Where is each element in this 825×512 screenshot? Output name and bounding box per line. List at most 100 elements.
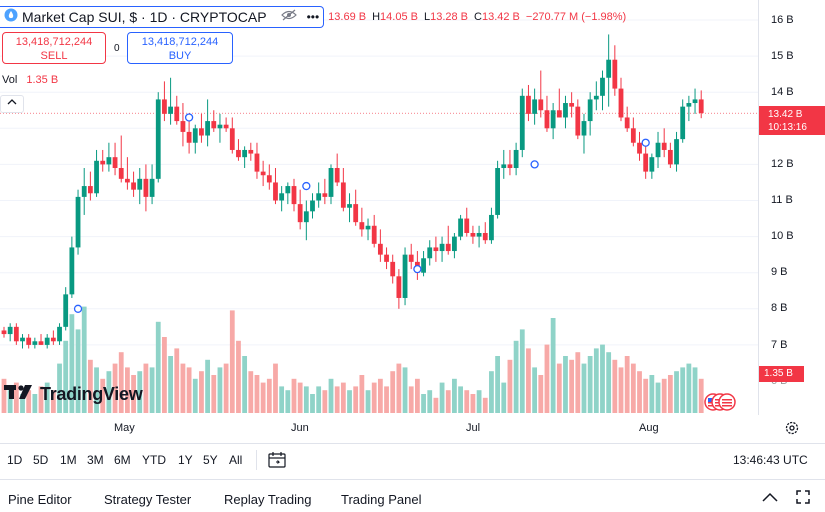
range-ytd[interactable]: YTD [142, 453, 166, 467]
volume-bar [618, 367, 624, 413]
time-axis[interactable]: May Jun Jul Aug [0, 415, 825, 443]
candle-body [643, 153, 649, 172]
volume-bar [556, 363, 562, 413]
flag-icons[interactable] [703, 392, 743, 412]
event-marker-icon [73, 304, 83, 313]
candle-body [680, 106, 686, 140]
tab-trading-panel[interactable]: Trading Panel [341, 492, 422, 507]
volume-bar [180, 363, 186, 413]
volume-bar [143, 363, 149, 413]
volume-bar [38, 386, 44, 413]
volume-bar [57, 363, 62, 413]
volume-bar [439, 382, 445, 413]
volume-bar [260, 382, 266, 413]
volume-bar [637, 371, 642, 413]
bottom-toolbar: Pine Editor Strategy Tester Replay Tradi… [0, 479, 825, 512]
symbol-title-box[interactable]: Market Cap SUI, $ · 1D · CRYPTOCAP ••• [0, 6, 325, 28]
price-axis-label: 7 B [771, 339, 788, 351]
price-axis-label: 11 B [771, 194, 793, 206]
tradingview-logo-icon [4, 383, 36, 406]
clock[interactable]: 13:46:43 UTC [733, 453, 808, 467]
candle-body [445, 243, 451, 252]
candle-body [242, 149, 248, 158]
price-axis-label: 9 B [771, 266, 788, 278]
range-5y[interactable]: 5Y [203, 453, 218, 467]
ohlc-values: 13.69 B H14.05 B L13.28 B C13.42 B −270.77 M… [328, 11, 632, 23]
volume-bar [229, 310, 235, 413]
maximize-icon[interactable] [795, 489, 811, 510]
candle-body [532, 99, 538, 114]
symbol-title: Market Cap SUI, $ · 1D · CRYPTOCAP [22, 9, 267, 25]
candle-body [131, 182, 136, 190]
price-axis-label: 14 B [771, 86, 794, 98]
candle-body [205, 121, 211, 136]
chevron-up-icon[interactable] [761, 491, 779, 509]
volume-bar [69, 314, 75, 413]
compare-icon[interactable] [267, 450, 287, 475]
volume-bar [149, 367, 155, 413]
candle-body [384, 254, 389, 262]
range-1m[interactable]: 1M [60, 453, 77, 467]
volume-bar [236, 340, 241, 413]
volume-bar [199, 371, 204, 413]
candle-body [118, 168, 124, 179]
candle-body [649, 157, 655, 172]
volume-bar [174, 348, 180, 413]
candle-body [507, 164, 513, 169]
tab-replay-trading[interactable]: Replay Trading [224, 492, 312, 507]
candle-body [69, 247, 75, 295]
range-all[interactable]: All [229, 453, 243, 467]
settings-icon[interactable] [784, 420, 800, 441]
volume-bar [501, 382, 507, 413]
event-marker-icon [302, 181, 311, 191]
volume-bar [32, 394, 38, 413]
volume-bar [273, 363, 278, 413]
range-1d[interactable]: 1D [7, 453, 23, 467]
volume-bar [137, 371, 143, 413]
candlestick-chart[interactable] [0, 0, 758, 415]
more-icon[interactable]: ••• [306, 10, 320, 24]
volume-bar [464, 390, 470, 413]
volume-bar [532, 367, 538, 413]
volume-bar [106, 371, 112, 413]
tab-strategy-tester[interactable]: Strategy Tester [104, 492, 192, 507]
buy-button[interactable]: 13,418,712,244 BUY [127, 32, 233, 64]
volume-bar [334, 386, 340, 413]
chart-area[interactable]: Market Cap SUI, $ · 1D · CRYPTOCAP ••• 1… [0, 0, 758, 415]
candle-body [32, 341, 38, 345]
volume-bar [242, 356, 248, 413]
candle-body [575, 106, 581, 136]
volume-bar [254, 375, 260, 413]
candle-body [427, 247, 433, 259]
candle-body [168, 106, 173, 114]
volume-bar [7, 390, 13, 413]
volume-bar [223, 363, 229, 413]
candle-body [174, 106, 180, 122]
price-axis-label: 15 B [771, 50, 794, 62]
candle-body [569, 103, 575, 107]
candle-body [20, 337, 25, 342]
candle-body [192, 128, 198, 143]
candle-body [13, 326, 19, 342]
collapse-legend-button[interactable] [0, 95, 24, 113]
candle-body [38, 341, 44, 345]
candle-body [550, 110, 556, 129]
high-value: 14.05 B [380, 11, 418, 23]
candle-body [606, 59, 612, 78]
candle-body [464, 218, 470, 233]
tab-pine-editor[interactable]: Pine Editor [8, 492, 72, 507]
range-3m[interactable]: 3M [87, 453, 104, 467]
candle-body [519, 95, 525, 150]
price-axis[interactable]: 16 B 15 B 14 B 12 B 11 B 10 B 9 B 8 B 7 … [758, 0, 825, 415]
sell-button[interactable]: 13,418,712,244 SELL [2, 32, 106, 64]
tradingview-logo[interactable]: TradingView [4, 383, 143, 406]
volume-bar [680, 367, 686, 413]
range-5d[interactable]: 5D [33, 453, 49, 467]
candle-body [390, 261, 396, 277]
eye-hidden-icon[interactable] [280, 8, 297, 27]
range-1y[interactable]: 1Y [178, 453, 193, 467]
range-6m[interactable]: 6M [114, 453, 131, 467]
candle-body [347, 204, 352, 208]
volume-bar [476, 390, 482, 413]
volume-bar [538, 375, 544, 413]
